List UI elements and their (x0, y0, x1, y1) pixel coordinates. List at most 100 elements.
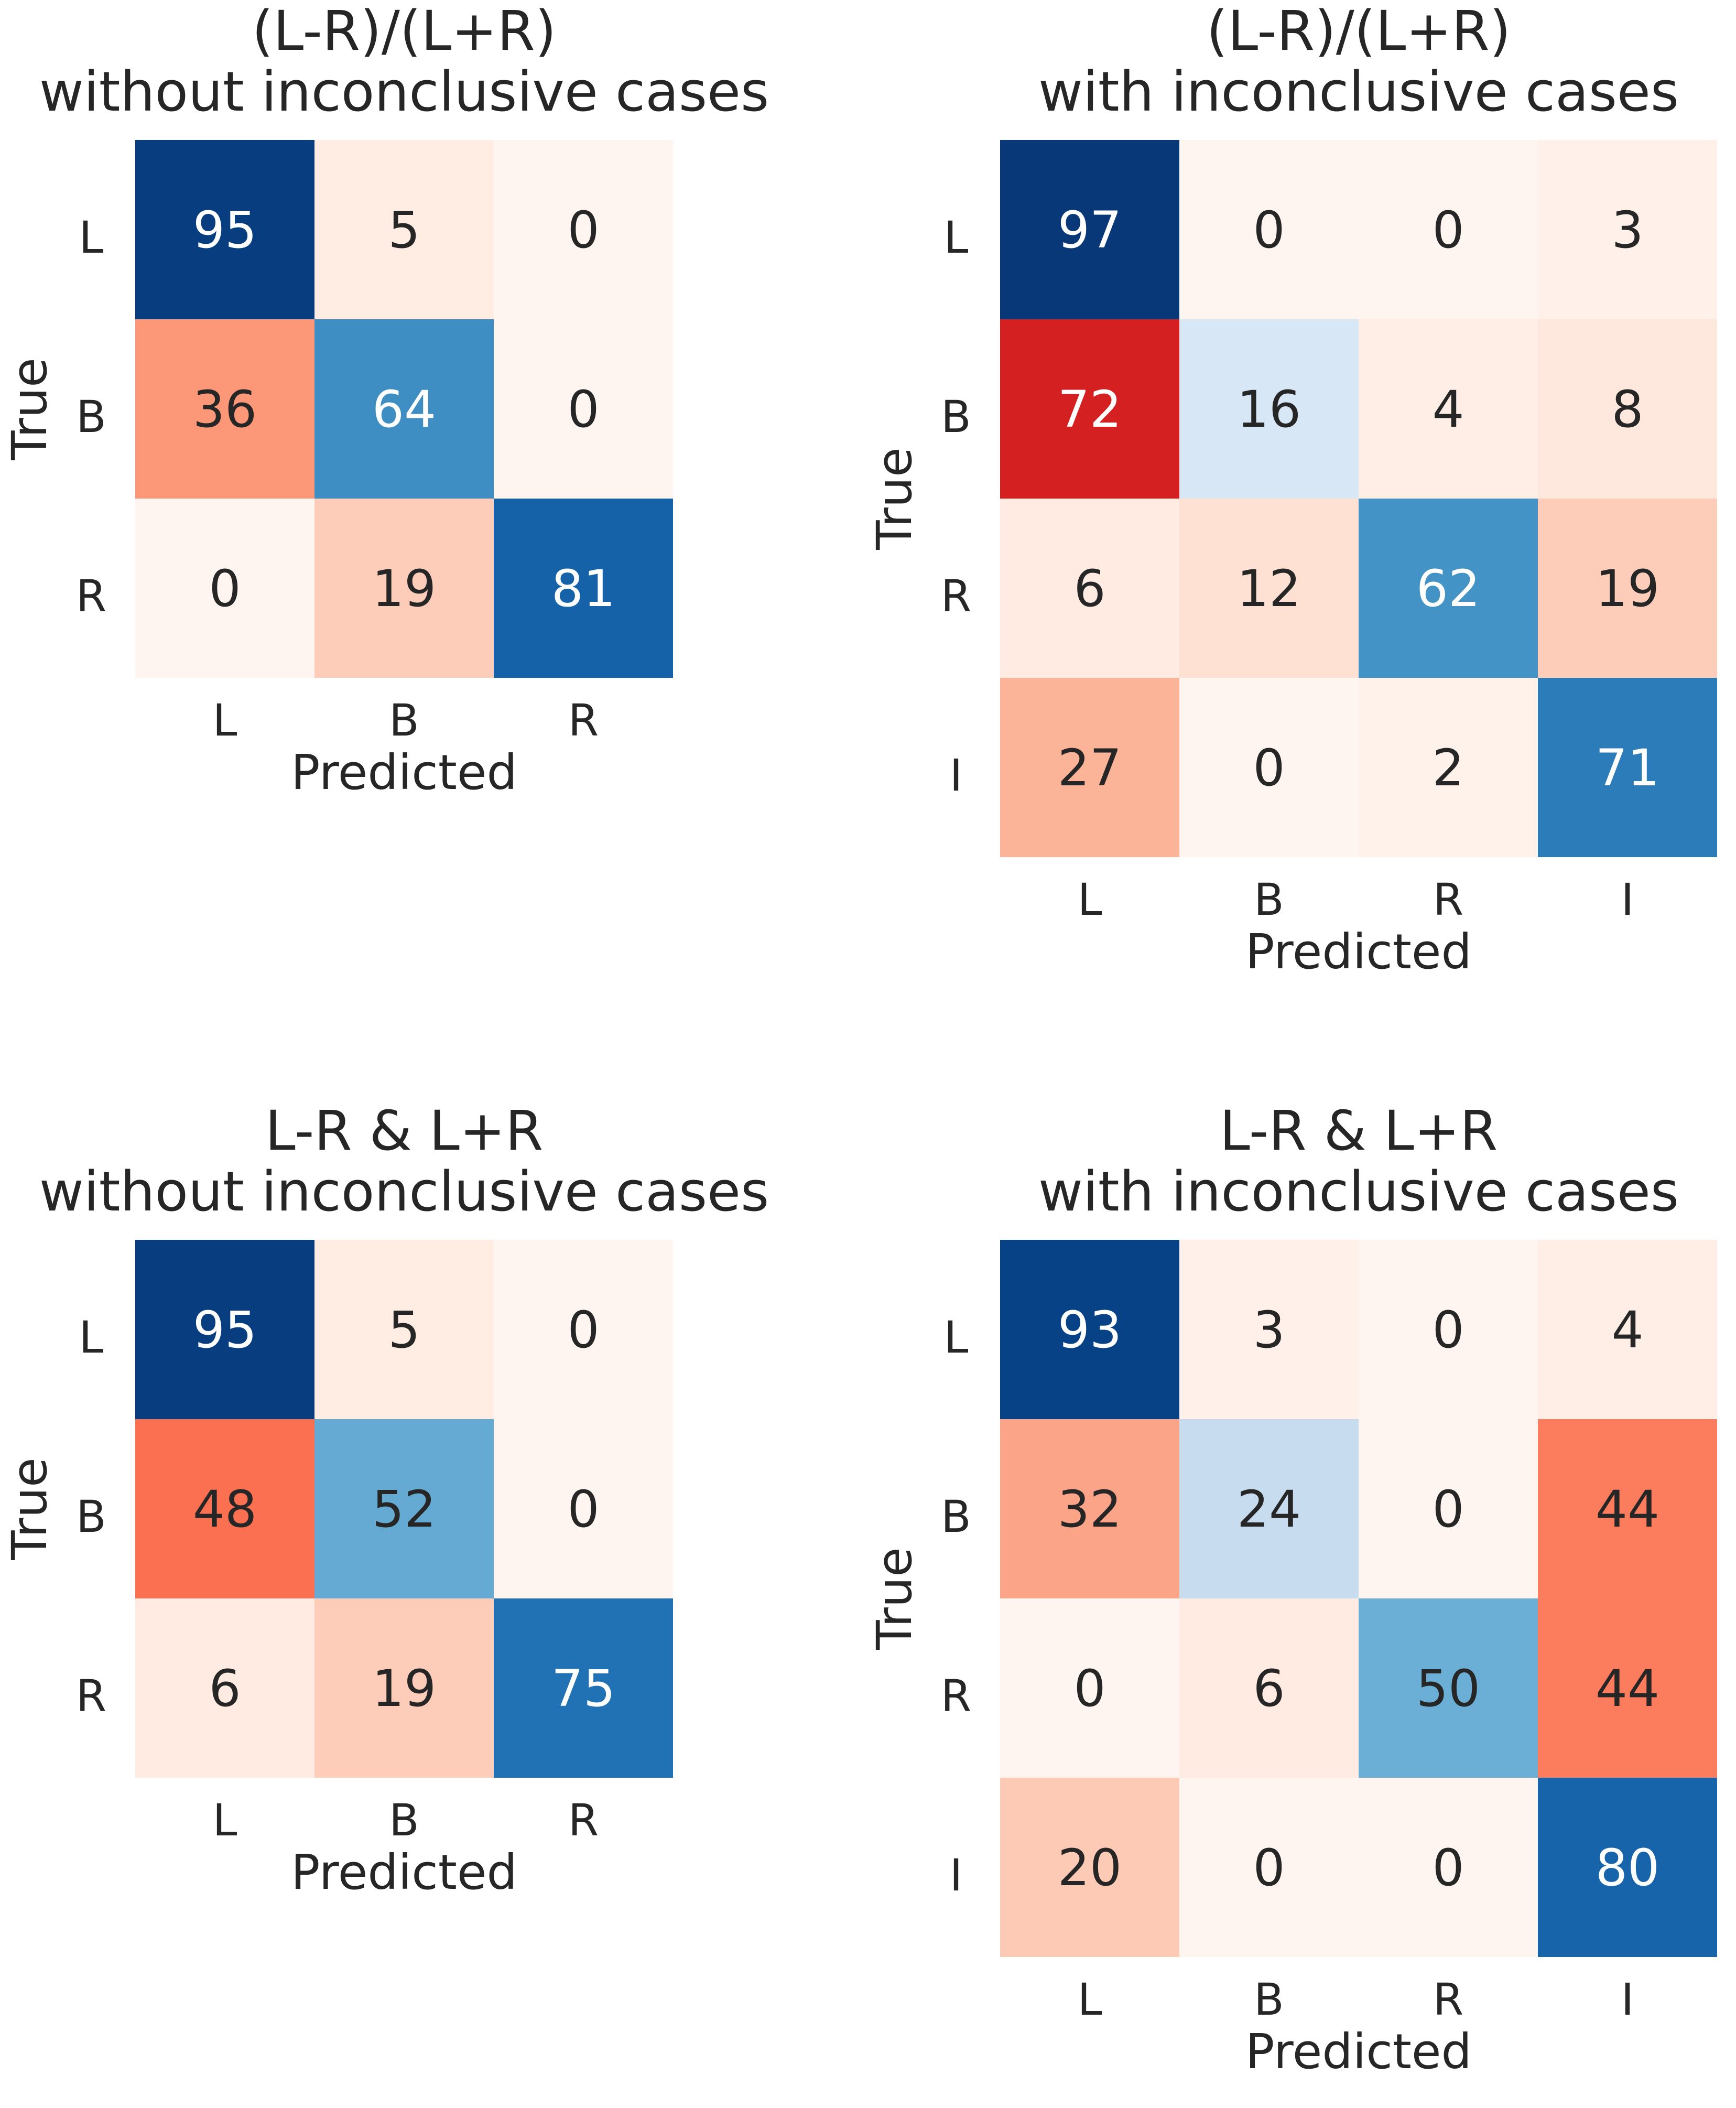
heatmap-cell-r2-c2 (494, 499, 673, 678)
cell-value-label: 95 (193, 1301, 257, 1359)
heatmap-cell-r2-c0 (135, 499, 314, 678)
x-tick-label: R (568, 695, 599, 746)
x-axis-label: Predicted (1245, 924, 1472, 980)
chart-title-line-2: with inconclusive cases (1038, 60, 1679, 124)
x-tick-label: L (1078, 874, 1102, 925)
y-tick-label: B (941, 391, 971, 442)
y-axis-label: True (2, 1457, 58, 1560)
cell-value-label: 3 (1253, 1301, 1285, 1359)
heatmap-cell-r0-c0 (1000, 140, 1179, 319)
y-axis-label: True (866, 1547, 923, 1650)
x-tick-label: B (1254, 1974, 1284, 2025)
cell-value-label: 24 (1237, 1480, 1301, 1539)
cell-value-label: 75 (551, 1659, 615, 1718)
heatmap-cell-r0-c2 (494, 140, 673, 319)
heatmap-cell-r3-c0 (1000, 1778, 1179, 1957)
heatmap-cell-r0-c2 (494, 1240, 673, 1419)
cell-value-label: 44 (1596, 1480, 1659, 1539)
x-tick-label: B (1254, 874, 1284, 925)
heatmap-cell-r3-c2 (1359, 678, 1538, 857)
cell-value-label: 0 (1432, 1839, 1464, 1897)
y-tick-label: I (950, 750, 963, 801)
cell-value-label: 16 (1237, 380, 1301, 439)
heatmap-cell-r1-c2 (494, 319, 673, 499)
y-tick-label: B (941, 1491, 971, 1542)
cell-value-label: 19 (1596, 559, 1659, 618)
heatmap-cell-r2-c0 (135, 1598, 314, 1778)
cell-value-label: 0 (1432, 1301, 1464, 1359)
heatmap-cell-r0-c3 (1538, 140, 1717, 319)
cell-value-label: 0 (1073, 1659, 1105, 1718)
heatmap-cell-r1-c0 (1000, 1419, 1179, 1598)
heatmap-cell-r2-c1 (314, 499, 494, 678)
heatmap-cell-r1-c2 (494, 1419, 673, 1598)
x-tick-label: B (389, 1794, 419, 1846)
cell-value-label: 0 (1432, 201, 1464, 260)
heatmap-cell-r0-c0 (135, 140, 314, 319)
cell-value-label: 93 (1058, 1301, 1122, 1359)
heatmap-cell-r1-c0 (1000, 319, 1179, 499)
cell-value-label: 64 (372, 380, 436, 439)
chart-title-line-2: without inconclusive cases (39, 1160, 769, 1224)
heatmap-cell-r1-c1 (1179, 1419, 1359, 1598)
y-axis-label: True (866, 447, 923, 550)
cell-value-label: 19 (372, 1659, 436, 1718)
cell-value-label: 6 (1253, 1659, 1285, 1718)
cell-value-label: 50 (1416, 1659, 1480, 1718)
cell-value-label: 0 (567, 380, 599, 439)
x-tick-label: L (213, 1794, 237, 1846)
cell-value-label: 0 (1253, 201, 1285, 260)
heatmap-cell-r1-c2 (1359, 319, 1538, 499)
cell-value-label: 2 (1432, 739, 1464, 797)
heatmap-cell-r2-c0 (1000, 1598, 1179, 1778)
y-tick-label: R (76, 570, 106, 622)
heatmap-cell-r3-c3 (1538, 1778, 1717, 1957)
heatmap-cell-r1-c0 (135, 1419, 314, 1598)
cell-value-label: 19 (372, 559, 436, 618)
chart-title-line-2: with inconclusive cases (1038, 1160, 1679, 1224)
heatmap-cell-r2-c0 (1000, 499, 1179, 678)
heatmap-cell-r1-c3 (1538, 319, 1717, 499)
heatmap-panel-2: (L-R)/(L+R)with inconclusive cases 97 0 0 3 7… (866, 0, 1717, 980)
x-tick-label: B (389, 695, 419, 746)
cell-value-label: 62 (1416, 559, 1480, 618)
chart-title-line-2: without inconclusive cases (39, 60, 769, 124)
heatmap-cell-r0-c2 (1359, 1240, 1538, 1419)
cell-value-label: 80 (1596, 1839, 1659, 1897)
cell-value-label: 0 (567, 1301, 599, 1359)
cell-value-label: 81 (551, 559, 615, 618)
cell-value-label: 4 (1611, 1301, 1643, 1359)
y-tick-label: L (79, 1312, 104, 1363)
cell-value-label: 6 (209, 1659, 241, 1718)
cell-value-label: 48 (193, 1480, 257, 1539)
cell-value-label: 97 (1058, 201, 1122, 260)
cell-value-label: 12 (1237, 559, 1301, 618)
x-tick-label: R (1433, 874, 1463, 925)
cell-value-label: 0 (567, 201, 599, 260)
y-tick-label: L (79, 212, 104, 263)
heatmap-cell-r2-c2 (1359, 499, 1538, 678)
heatmap-cell-r3-c1 (1179, 678, 1359, 857)
x-axis-label: Predicted (291, 744, 517, 801)
y-tick-label: L (944, 1312, 969, 1363)
heatmap-cell-r2-c1 (314, 1598, 494, 1778)
cell-value-label: 71 (1596, 739, 1659, 797)
heatmap-cell-r2-c2 (1359, 1598, 1538, 1778)
y-tick-label: I (950, 1850, 963, 1901)
cell-value-label: 5 (388, 1301, 420, 1359)
cell-value-label: 0 (1253, 1839, 1285, 1897)
cell-value-label: 27 (1058, 739, 1122, 797)
y-axis-label: True (2, 358, 58, 460)
cell-value-label: 0 (567, 1480, 599, 1539)
cell-value-label: 0 (1253, 739, 1285, 797)
cell-value-label: 8 (1611, 380, 1643, 439)
cell-value-label: 95 (193, 201, 257, 260)
heatmap-cell-r2-c1 (1179, 499, 1359, 678)
cell-value-label: 5 (388, 201, 420, 260)
x-axis-label: Predicted (1245, 2024, 1472, 2080)
x-tick-label: I (1621, 874, 1634, 925)
x-tick-label: I (1621, 1974, 1634, 2025)
cell-value-label: 6 (1073, 559, 1105, 618)
